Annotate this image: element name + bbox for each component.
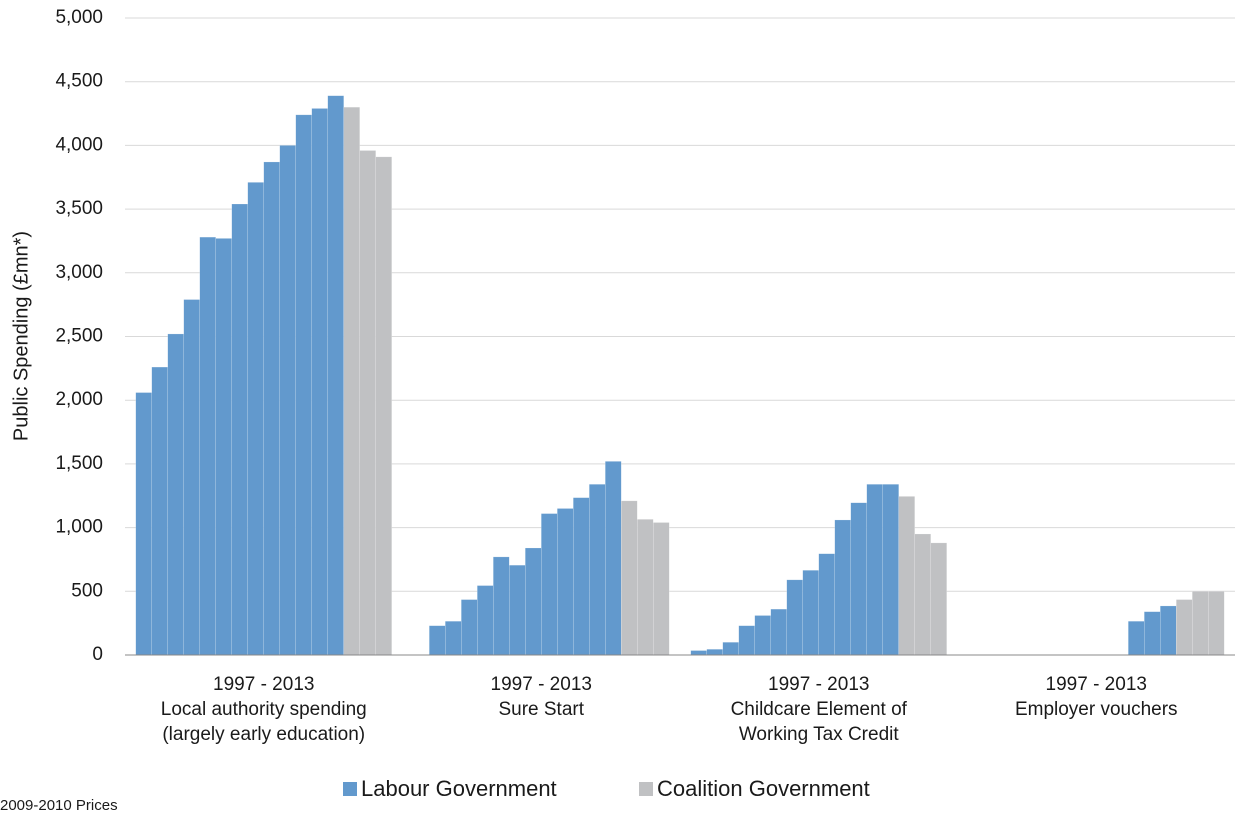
bar bbox=[295, 114, 312, 656]
x-tick-line: Local authority spending bbox=[161, 699, 367, 720]
bar bbox=[1192, 591, 1209, 656]
x-tick-line: Sure Start bbox=[498, 699, 584, 720]
bar bbox=[343, 106, 360, 656]
bar bbox=[509, 564, 526, 656]
x-tick-line: (largely early education) bbox=[162, 724, 365, 745]
y-axis-title: Public Spending (£mn*) bbox=[10, 231, 32, 441]
bar bbox=[690, 650, 707, 656]
bar bbox=[653, 522, 670, 656]
bar bbox=[706, 649, 723, 656]
bar bbox=[231, 203, 248, 656]
bar bbox=[247, 182, 264, 656]
x-tick-label: 1997 - 2013 Employer vouchers bbox=[1015, 674, 1178, 720]
x-tick-label: 1997 - 2013 Sure Start bbox=[491, 674, 592, 720]
bar bbox=[930, 542, 947, 656]
bar bbox=[1208, 591, 1225, 656]
bar bbox=[722, 642, 739, 656]
bar bbox=[802, 570, 819, 656]
bar bbox=[882, 484, 899, 656]
y-tick-label: 5,000 bbox=[55, 7, 103, 28]
bar bbox=[183, 299, 200, 656]
bar bbox=[1176, 599, 1193, 656]
x-tick-label: 1997 - 2013 Local authority spending (larg… bbox=[161, 674, 367, 745]
bar bbox=[445, 620, 462, 656]
y-tick-label: 4,500 bbox=[55, 71, 103, 92]
x-tick-line: 1997 - 2013 bbox=[768, 674, 869, 695]
bar bbox=[1160, 605, 1177, 656]
bar bbox=[850, 502, 867, 656]
y-tick-label: 0 bbox=[92, 644, 103, 665]
x-tick-line: 1997 - 2013 bbox=[1046, 674, 1147, 695]
bar bbox=[818, 553, 835, 656]
y-tick-label: 3,000 bbox=[55, 262, 103, 283]
bar bbox=[477, 585, 494, 656]
bar bbox=[151, 366, 168, 656]
bar bbox=[541, 513, 558, 656]
bar bbox=[311, 108, 328, 656]
bar bbox=[573, 497, 590, 656]
bar bbox=[738, 625, 755, 656]
bar bbox=[461, 599, 478, 656]
bar bbox=[167, 333, 184, 656]
y-tick-label: 2,500 bbox=[55, 326, 103, 347]
bar bbox=[637, 519, 654, 656]
bar bbox=[199, 236, 216, 656]
bar bbox=[1128, 620, 1145, 656]
bar bbox=[375, 156, 392, 656]
y-tick-label: 2,000 bbox=[55, 389, 103, 410]
bar bbox=[525, 547, 542, 656]
legend-label: Labour Government bbox=[361, 776, 557, 801]
bar bbox=[215, 238, 232, 656]
bar bbox=[1144, 611, 1161, 656]
bar bbox=[866, 484, 883, 656]
bar bbox=[429, 625, 446, 656]
y-tick-label: 3,500 bbox=[55, 198, 103, 219]
bar bbox=[279, 145, 296, 656]
bar bbox=[359, 150, 376, 656]
x-tick-line: Employer vouchers bbox=[1015, 699, 1178, 720]
bar bbox=[786, 579, 803, 656]
x-tick-label: 1997 - 2013 Childcare Element of Working T… bbox=[731, 674, 908, 745]
y-tick-label: 4,000 bbox=[55, 134, 103, 155]
bar bbox=[557, 508, 574, 656]
y-tick-label: 500 bbox=[71, 580, 103, 601]
bar bbox=[914, 533, 931, 656]
y-tick-label: 1,500 bbox=[55, 453, 103, 474]
footnote: 2009-2010 Prices bbox=[0, 797, 118, 814]
bar bbox=[898, 496, 915, 656]
x-tick-line: 1997 - 2013 bbox=[491, 674, 592, 695]
x-tick-line: 1997 - 2013 bbox=[213, 674, 314, 695]
bar bbox=[754, 615, 771, 656]
x-tick-line: Childcare Element of bbox=[731, 699, 908, 720]
bar bbox=[621, 500, 638, 656]
legend-swatch bbox=[343, 782, 357, 796]
y-tick-label: 1,000 bbox=[55, 517, 103, 538]
x-tick-line: Working Tax Credit bbox=[739, 724, 900, 745]
legend-swatch bbox=[639, 782, 653, 796]
bar bbox=[327, 95, 344, 656]
bar bbox=[493, 556, 510, 656]
legend-label: Coalition Government bbox=[657, 776, 870, 801]
bar bbox=[589, 484, 606, 656]
bar bbox=[135, 392, 152, 656]
bar bbox=[834, 519, 851, 656]
bar bbox=[605, 461, 622, 656]
bar bbox=[770, 608, 787, 656]
bar bbox=[263, 161, 280, 656]
